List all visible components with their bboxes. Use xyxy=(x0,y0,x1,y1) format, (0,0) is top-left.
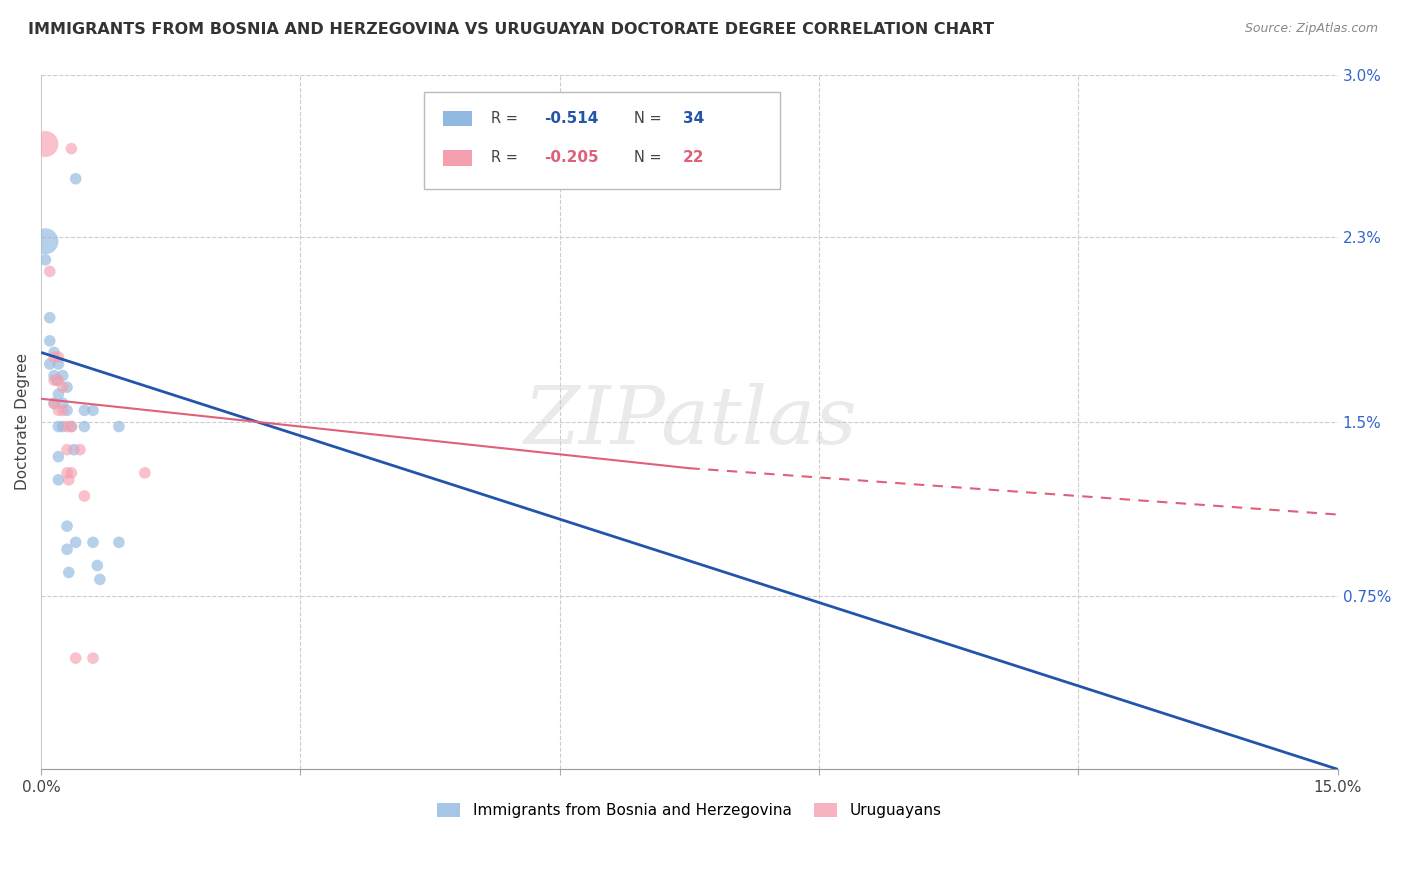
Point xyxy=(56,403,79,417)
FancyBboxPatch shape xyxy=(423,92,780,189)
Point xyxy=(60,466,83,480)
Point xyxy=(56,419,79,434)
Point xyxy=(56,542,79,557)
Text: -0.205: -0.205 xyxy=(544,151,599,165)
Point xyxy=(52,419,75,434)
Point xyxy=(34,252,56,267)
Point xyxy=(52,396,75,410)
Text: -0.514: -0.514 xyxy=(544,111,599,126)
Point xyxy=(65,535,87,549)
Point xyxy=(82,535,104,549)
Point xyxy=(48,387,70,401)
Text: Source: ZipAtlas.com: Source: ZipAtlas.com xyxy=(1244,22,1378,36)
Point xyxy=(60,419,83,434)
Point xyxy=(42,396,65,410)
Point xyxy=(52,403,75,417)
Point xyxy=(42,345,65,359)
Point xyxy=(58,473,80,487)
Point xyxy=(65,171,87,186)
Point xyxy=(48,350,70,364)
Point xyxy=(58,566,80,580)
Bar xyxy=(443,150,471,166)
Point xyxy=(48,450,70,464)
Point xyxy=(134,466,156,480)
Point xyxy=(60,419,83,434)
Point xyxy=(38,264,60,278)
Point xyxy=(38,334,60,348)
Point xyxy=(60,142,83,156)
Point xyxy=(65,651,87,665)
Point xyxy=(56,380,79,394)
Point xyxy=(42,396,65,410)
Legend: Immigrants from Bosnia and Herzegovina, Uruguayans: Immigrants from Bosnia and Herzegovina, … xyxy=(432,797,948,824)
Text: 22: 22 xyxy=(683,151,704,165)
Point xyxy=(73,419,96,434)
Point xyxy=(34,234,56,248)
Text: R =: R = xyxy=(491,151,523,165)
Point xyxy=(56,442,79,457)
Text: N =: N = xyxy=(634,151,666,165)
Point xyxy=(38,357,60,371)
Point xyxy=(73,403,96,417)
Point xyxy=(48,373,70,387)
Point xyxy=(108,419,131,434)
Point xyxy=(48,357,70,371)
Point xyxy=(48,473,70,487)
Point xyxy=(82,403,104,417)
Text: 34: 34 xyxy=(683,111,704,126)
Point xyxy=(86,558,108,573)
Point xyxy=(73,489,96,503)
Point xyxy=(89,573,111,587)
Text: R =: R = xyxy=(491,111,523,126)
Text: IMMIGRANTS FROM BOSNIA AND HERZEGOVINA VS URUGUAYAN DOCTORATE DEGREE CORRELATION: IMMIGRANTS FROM BOSNIA AND HERZEGOVINA V… xyxy=(28,22,994,37)
Point xyxy=(42,368,65,383)
Point xyxy=(45,373,67,387)
Point xyxy=(69,442,91,457)
Point xyxy=(52,368,75,383)
Point xyxy=(63,442,86,457)
Text: N =: N = xyxy=(634,111,666,126)
Point xyxy=(34,136,56,151)
Point xyxy=(52,380,75,394)
Point xyxy=(48,403,70,417)
Bar xyxy=(443,111,471,126)
Text: ZIPatlas: ZIPatlas xyxy=(523,384,856,460)
Point xyxy=(82,651,104,665)
Point xyxy=(42,373,65,387)
Point xyxy=(48,419,70,434)
Point xyxy=(38,310,60,325)
Point xyxy=(108,535,131,549)
Point xyxy=(56,519,79,533)
Point xyxy=(56,466,79,480)
Point xyxy=(42,350,65,364)
Y-axis label: Doctorate Degree: Doctorate Degree xyxy=(15,353,30,491)
